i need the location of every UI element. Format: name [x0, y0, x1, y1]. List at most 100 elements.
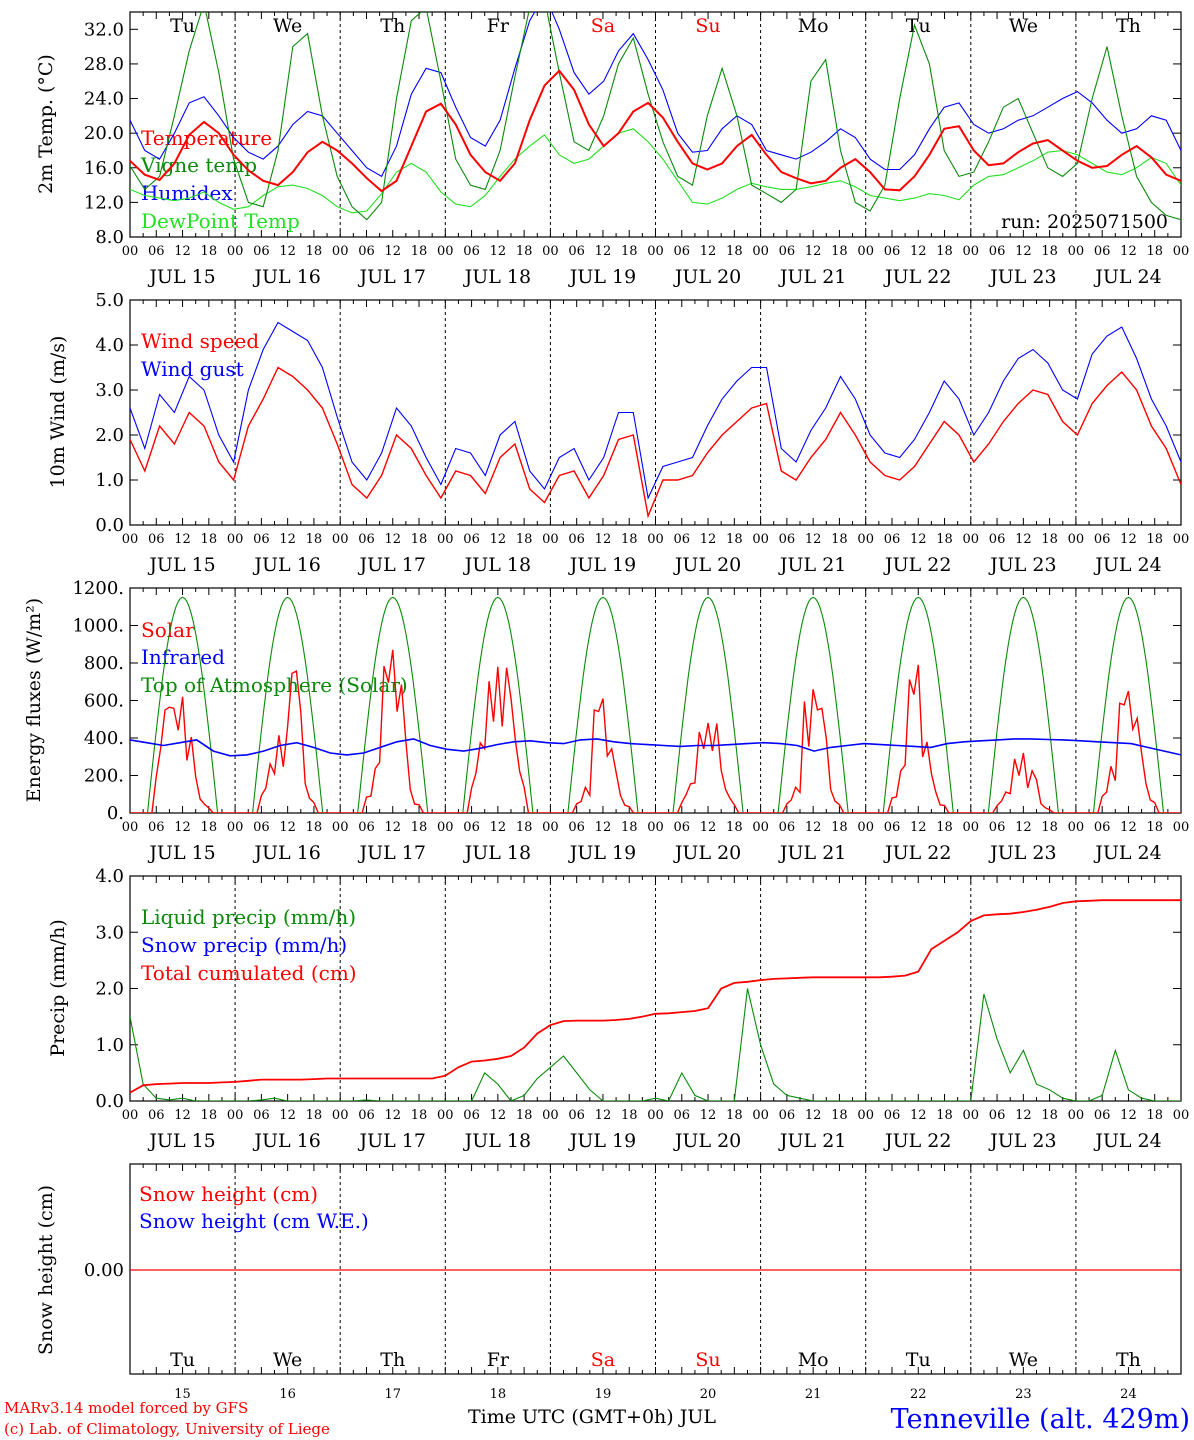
- hour-tick-label: 12: [490, 532, 507, 547]
- y-tick-label: 0.0: [95, 515, 124, 536]
- date-label: JUL 19: [568, 1130, 636, 1152]
- hour-tick-label: 18: [726, 820, 743, 835]
- y-tick-label: 32.0: [84, 19, 124, 40]
- hour-tick-label: 00: [752, 532, 769, 547]
- hour-tick-label: 06: [253, 532, 270, 547]
- hour-tick-label: 06: [1094, 532, 1111, 547]
- hour-tick-label: 12: [174, 1108, 191, 1123]
- hour-tick-label: 00: [227, 1108, 244, 1123]
- weekday-label-bottom: Th: [1116, 1349, 1141, 1371]
- hour-tick-label: 12: [174, 532, 191, 547]
- hour-tick-label: 18: [306, 244, 323, 259]
- hour-tick-label: 18: [201, 820, 218, 835]
- hour-tick-label: 12: [700, 1108, 717, 1123]
- hour-tick-label: 00: [332, 820, 349, 835]
- hour-tick-label: 12: [700, 532, 717, 547]
- date-label: JUL 20: [673, 1130, 741, 1152]
- date-label: JUL 22: [883, 1130, 951, 1152]
- hour-tick-label: 06: [1094, 1108, 1111, 1123]
- date-label: JUL 24: [1093, 554, 1161, 576]
- hour-tick-label: 12: [595, 532, 612, 547]
- hour-tick-label: 06: [989, 244, 1006, 259]
- date-label: JUL 21: [778, 554, 846, 576]
- hour-tick-label: 06: [568, 532, 585, 547]
- weekday-label-bottom: Su: [695, 1349, 720, 1371]
- toa-solar-line: [130, 596, 1181, 813]
- hour-tick-label: 18: [1146, 244, 1163, 259]
- hour-tick-label: 00: [1068, 1108, 1085, 1123]
- legend-toa: Top of Atmosphere (Solar): [141, 673, 408, 697]
- weekday-label-top: Su: [695, 15, 720, 37]
- run-label: run: 2025071500: [1001, 211, 1168, 233]
- hour-tick-label: 00: [1173, 532, 1190, 547]
- legend-wind-speed: Wind speed: [141, 329, 259, 353]
- hour-tick-label: 00: [1173, 244, 1190, 259]
- legend-temperature: Temperature: [141, 126, 272, 150]
- hour-tick-label: 18: [726, 532, 743, 547]
- legend-solar: Solar: [141, 618, 195, 642]
- date-label: JUL 15: [147, 266, 215, 288]
- hour-tick-label: 12: [1015, 244, 1032, 259]
- hour-tick-label: 12: [595, 820, 612, 835]
- hour-tick-label: 06: [253, 1108, 270, 1123]
- weekday-label-bottom: Tu: [906, 1349, 931, 1371]
- hour-tick-label: 12: [1120, 532, 1137, 547]
- date-number-label: 17: [384, 1387, 401, 1402]
- date-label: JUL 20: [673, 842, 741, 864]
- weekday-label-top: Th: [380, 15, 405, 37]
- temperature-panel-frame: [129, 11, 1182, 238]
- legend-humidex: Humidex: [141, 181, 233, 205]
- hour-tick-label: 18: [831, 532, 848, 547]
- hour-tick-label: 18: [936, 532, 953, 547]
- wind-speed-line: [130, 366, 1181, 519]
- hour-tick-label: 00: [1173, 1108, 1190, 1123]
- hour-tick-label: 18: [306, 820, 323, 835]
- hour-tick-label: 18: [831, 244, 848, 259]
- hour-tick-label: 06: [884, 532, 901, 547]
- footer-lab: (c) Lab. of Climatology, University of L…: [4, 1420, 330, 1438]
- weekday-label-top: Sa: [591, 15, 615, 37]
- hour-tick-label: 12: [910, 820, 927, 835]
- station-name: Tenneville (alt. 429m): [891, 1404, 1190, 1435]
- legend-total-cumulated: Total cumulated (cm): [141, 961, 357, 985]
- hour-tick-label: 00: [857, 532, 874, 547]
- date-label: JUL 20: [673, 266, 741, 288]
- hour-tick-label: 00: [332, 1108, 349, 1123]
- date-label: JUL 21: [778, 842, 846, 864]
- legend-vigne-temp: Vigne temp: [140, 153, 257, 177]
- solar-line: [130, 649, 1181, 813]
- snow-ylabel: Snow height (cm): [35, 1185, 57, 1355]
- y-tick-label: 0.00: [84, 1260, 124, 1281]
- y-tick-label: 0.0: [95, 1091, 124, 1112]
- date-label: JUL 20: [673, 554, 741, 576]
- y-tick-label: 2.0: [95, 425, 124, 446]
- hour-tick-label: 06: [674, 244, 691, 259]
- vigne-temp-line: [130, 12, 1181, 221]
- hour-tick-label: 06: [674, 1108, 691, 1123]
- hour-tick-label: 12: [279, 820, 296, 835]
- y-tick-label: 12.0: [84, 192, 124, 213]
- hour-tick-label: 18: [1146, 532, 1163, 547]
- date-label: JUL 24: [1093, 266, 1161, 288]
- footer-model: MARv3.14 model forced by GFS: [4, 1399, 248, 1417]
- hour-tick-label: 18: [201, 244, 218, 259]
- energy-ylabel: Energy fluxes (W/m²): [23, 598, 45, 802]
- legend-wind-gust: Wind gust: [141, 357, 244, 381]
- hour-tick-label: 06: [358, 244, 375, 259]
- hour-tick-label: 12: [490, 820, 507, 835]
- date-label: JUL 24: [1093, 1130, 1161, 1152]
- date-number-label: 15: [174, 1387, 191, 1402]
- hour-tick-label: 18: [411, 532, 428, 547]
- weekday-label-bottom: Th: [380, 1349, 405, 1371]
- hour-tick-label: 18: [831, 820, 848, 835]
- legend-dewpoint: DewPoint Temp: [141, 209, 300, 233]
- hour-tick-label: 18: [936, 1108, 953, 1123]
- date-label: JUL 21: [778, 266, 846, 288]
- hour-tick-label: 18: [516, 820, 533, 835]
- hour-tick-label: 00: [122, 532, 139, 547]
- date-label: JUL 23: [988, 554, 1056, 576]
- weekday-label-top: Tu: [170, 15, 195, 37]
- hour-tick-label: 06: [989, 820, 1006, 835]
- weekday-label-bottom: Mo: [798, 1349, 829, 1371]
- date-label: JUL 17: [358, 554, 426, 576]
